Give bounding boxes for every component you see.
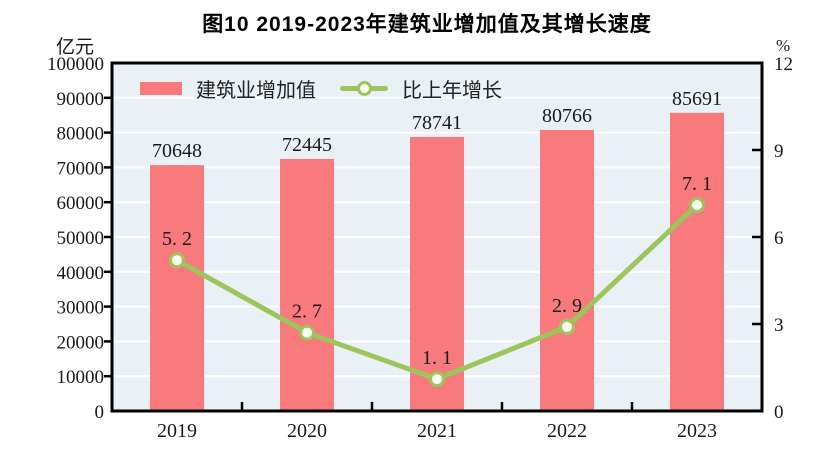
legend-line-swatch-icon	[340, 81, 388, 96]
right-axis-tick-label: 3	[774, 315, 784, 336]
left-axis-tick-label: 20000	[57, 332, 105, 353]
x-axis-label-2022: 2022	[547, 420, 587, 442]
legend-bar-label: 建筑业增加值	[196, 80, 316, 102]
left-axis-tick-label: 50000	[57, 228, 105, 249]
growth-marker-2022	[559, 318, 575, 335]
legend-line-label: 比上年增长	[402, 80, 502, 102]
bar-value-label-2020: 72445	[282, 134, 332, 156]
right-axis-tick-label: 6	[774, 228, 784, 249]
growth-value-label-2023: 7. 1	[682, 173, 712, 195]
growth-value-label-2022: 2. 9	[552, 295, 582, 317]
right-axis-tick-label: 9	[774, 141, 784, 162]
bar-value-label-2023: 85691	[672, 88, 722, 110]
left-axis-tick-label: 30000	[57, 298, 105, 319]
left-axis-tick-label: 10000	[57, 367, 105, 388]
legend-bar-swatch-icon	[140, 82, 182, 95]
bar-2023	[670, 112, 724, 411]
growth-marker-2023	[689, 197, 705, 214]
x-axis-label-2021: 2021	[417, 420, 457, 442]
right-axis-tick-label: 0	[774, 402, 784, 423]
bar-value-label-2021: 78741	[412, 112, 462, 134]
growth-marker-2019	[169, 252, 185, 269]
bar-2022	[540, 129, 594, 411]
left-axis-tick-label: 100000	[47, 54, 104, 75]
chart-title: 图10 2019-2023年建筑业增加值及其增长速度	[202, 13, 652, 36]
left-axis-tick-label: 0	[95, 402, 105, 423]
bar-value-label-2019: 70648	[152, 140, 202, 162]
bar-value-label-2022: 80766	[542, 105, 592, 127]
growth-value-label-2020: 2. 7	[292, 301, 322, 323]
growth-marker-2020	[299, 324, 315, 341]
legend-line-marker-icon	[357, 81, 372, 96]
bar-2021	[410, 136, 464, 411]
x-axis-label-2023: 2023	[677, 420, 717, 442]
x-axis-label-2020: 2020	[287, 420, 327, 442]
right-axis-unit-label: %	[776, 36, 791, 55]
left-axis-tick-label: 60000	[57, 193, 105, 214]
legend: 建筑业增加值 比上年增长	[140, 74, 502, 103]
bar-2020	[280, 158, 334, 411]
bar-2019	[150, 165, 204, 411]
left-axis-tick-label: 80000	[57, 124, 105, 145]
growth-value-label-2019: 5. 2	[162, 228, 192, 250]
growth-value-label-2021: 1. 1	[422, 347, 452, 369]
left-axis-tick-label: 40000	[57, 263, 105, 284]
left-axis-tick-label: 70000	[57, 158, 105, 179]
right-axis-tick-label: 12	[774, 54, 793, 75]
left-axis-tick-label: 90000	[57, 89, 105, 110]
growth-marker-2021	[429, 371, 445, 388]
x-axis-label-2019: 2019	[157, 420, 197, 442]
left-axis-unit-label: 亿元	[55, 37, 94, 58]
